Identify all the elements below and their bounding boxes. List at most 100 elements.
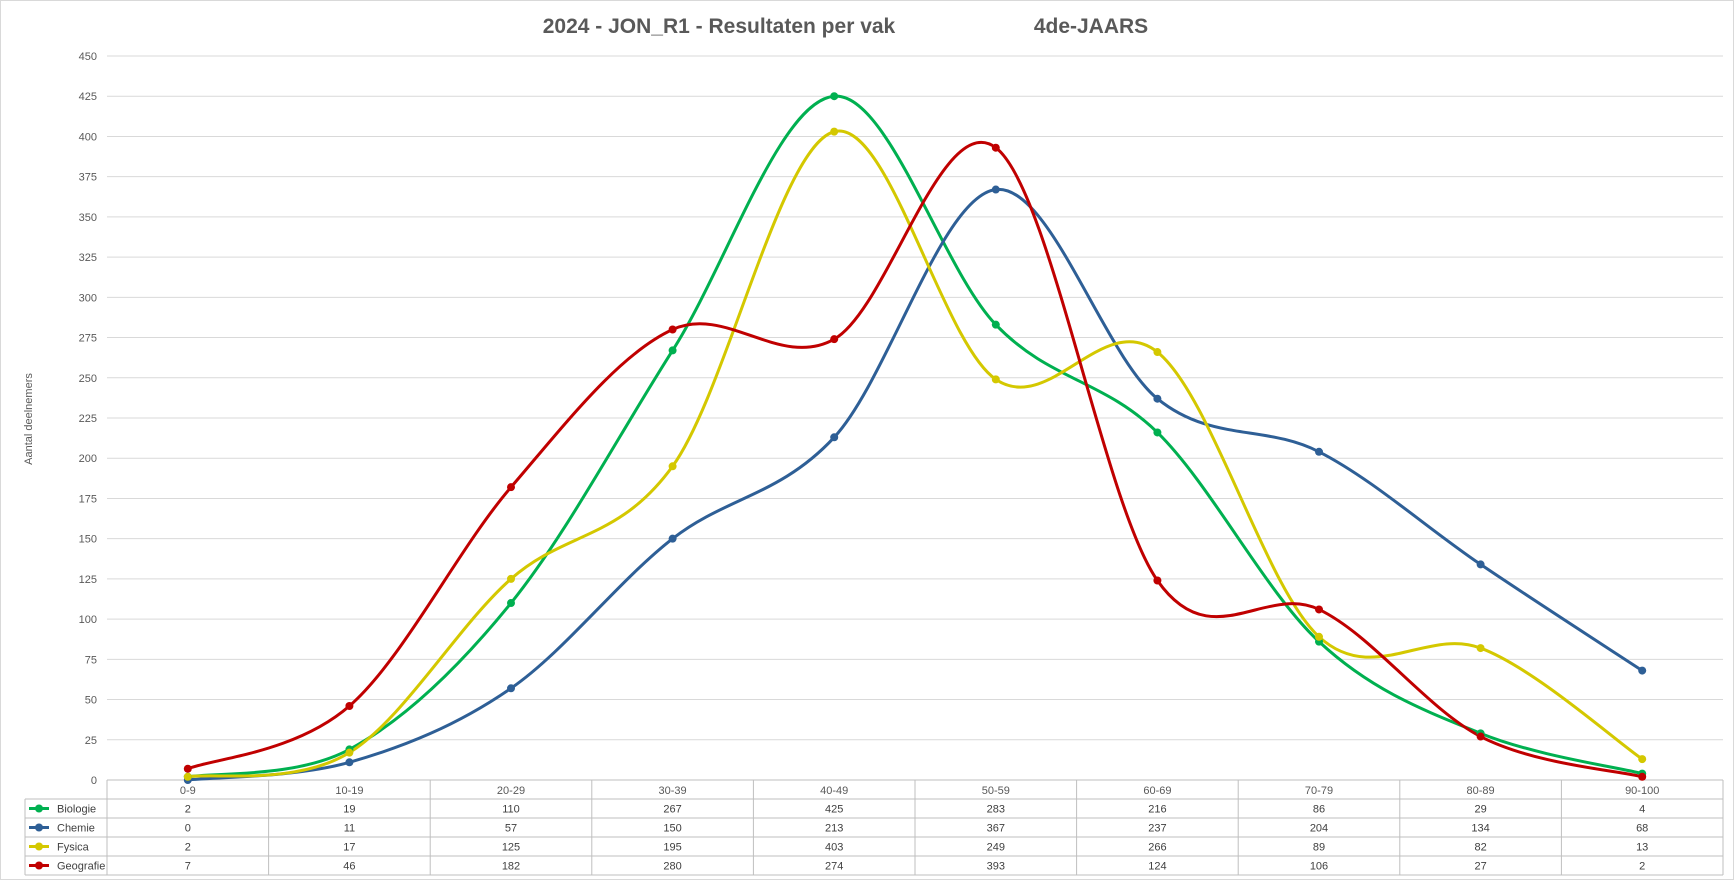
data-point-chemie — [830, 433, 839, 442]
y-tick-label: 0 — [91, 775, 97, 787]
y-axis-ticks: 0 25 50 75 100 125 150 175 200 225 250 275 300 325 350… — [79, 51, 97, 787]
y-tick-label: 275 — [79, 333, 97, 345]
data-point-biologie — [830, 92, 839, 101]
y-tick-label: 425 — [79, 91, 97, 103]
table-cell-value: 2 — [185, 842, 191, 854]
legend-label-chemie: Chemie — [57, 823, 95, 835]
table-cell-value: 13 — [1636, 842, 1648, 854]
x-tick-label: 30-39 — [659, 785, 687, 797]
table-cell-value: 195 — [663, 842, 681, 854]
y-tick-label: 100 — [79, 614, 97, 626]
y-tick-label: 300 — [79, 292, 97, 304]
x-tick-label: 80-89 — [1467, 785, 1495, 797]
y-tick-label: 200 — [79, 453, 97, 465]
data-point-biologie — [991, 320, 1000, 329]
data-point-fysica — [507, 574, 515, 583]
table-cell-value: 125 — [502, 842, 520, 854]
y-tick-label: 125 — [79, 574, 97, 586]
x-tick-label: 70-79 — [1305, 785, 1333, 797]
table-cell-value: 213 — [825, 823, 843, 835]
y-tick-label: 400 — [79, 131, 97, 143]
data-point-geografie — [991, 143, 1000, 152]
table-cell-value: 29 — [1474, 804, 1486, 816]
y-tick-label: 375 — [79, 172, 97, 184]
legend-label-fysica: Fysica — [57, 842, 90, 854]
table-cell-value: 57 — [505, 823, 517, 835]
y-tick-label: 25 — [85, 735, 97, 747]
table-cell-value: 7 — [185, 861, 191, 873]
data-point-chemie — [507, 684, 515, 693]
data-point-geografie — [507, 483, 515, 492]
y-tick-label: 175 — [79, 493, 97, 505]
data-point-fysica — [1638, 755, 1647, 764]
x-tick-label: 0-9 — [180, 785, 196, 797]
gridlines — [107, 55, 1723, 781]
legend-label-geografie: Geografie — [57, 861, 105, 873]
table-cell-value: 249 — [987, 842, 1005, 854]
data-point-geografie — [1638, 772, 1647, 781]
table-cell-value: 110 — [502, 804, 520, 816]
data-point-fysica — [668, 462, 677, 471]
data-point-fysica — [991, 375, 1000, 384]
legend-key-marker — [35, 823, 43, 832]
table-cell-value: 182 — [502, 861, 520, 873]
data-point-chemie — [1638, 666, 1647, 675]
y-tick-label: 50 — [85, 695, 97, 707]
data-point-chemie — [991, 185, 1000, 194]
table-cell-value: 280 — [663, 861, 681, 873]
data-point-fysica — [183, 772, 192, 781]
x-tick-label: 60-69 — [1143, 785, 1171, 797]
table-cell-value: 68 — [1636, 823, 1648, 835]
x-tick-label: 90-100 — [1625, 785, 1659, 797]
table-cell-value: 86 — [1313, 804, 1325, 816]
data-point-chemie — [1153, 394, 1162, 403]
y-tick-label: 350 — [79, 212, 97, 224]
legend-key-marker — [35, 861, 43, 870]
data-point-geografie — [1476, 732, 1485, 741]
data-point-geografie — [1315, 605, 1323, 614]
table-cell-value: 393 — [987, 861, 1005, 873]
chart-title: 2024 - JON_R1 - Resultaten per vak — [543, 15, 896, 38]
table-cell-value: 283 — [987, 804, 1005, 816]
data-point-biologie — [668, 346, 677, 355]
series-lines — [186, 94, 1644, 782]
data-point-chemie — [1476, 560, 1485, 569]
data-point-fysica — [1153, 348, 1162, 357]
y-tick-label: 450 — [79, 51, 97, 63]
table-cell-value: 89 — [1313, 842, 1325, 854]
table-cell-value: 150 — [663, 823, 681, 835]
data-point-biologie — [507, 599, 515, 608]
table-cell-value: 425 — [825, 804, 843, 816]
table-cell-value: 4 — [1639, 804, 1645, 816]
table-cell-value: 46 — [343, 861, 355, 873]
series-line-geografie — [186, 141, 1644, 779]
y-tick-label: 325 — [79, 252, 97, 264]
data-point-geografie — [830, 335, 839, 344]
x-tick-label: 50-59 — [982, 785, 1010, 797]
table-cell-value: 237 — [1148, 823, 1166, 835]
y-tick-label: 75 — [85, 654, 97, 666]
table-cell-value: 367 — [987, 823, 1005, 835]
table-cell-value: 17 — [343, 842, 355, 854]
x-tick-label: 40-49 — [820, 785, 848, 797]
table-cell-value: 134 — [1471, 823, 1489, 835]
x-tick-label: 20-29 — [497, 785, 525, 797]
table-cell-value: 2 — [1639, 861, 1645, 873]
y-tick-label: 225 — [79, 413, 97, 425]
table-cell-value: 403 — [825, 842, 843, 854]
table-cell-value: 124 — [1148, 861, 1166, 873]
table-cell-value: 27 — [1474, 861, 1486, 873]
series-line-biologie — [186, 94, 1644, 779]
data-point-biologie — [1153, 428, 1162, 437]
table-cell-value: 19 — [343, 804, 355, 816]
table-cell-value: 11 — [344, 823, 355, 835]
table-cell-value: 82 — [1474, 842, 1486, 854]
legend-key-marker — [35, 804, 43, 813]
table-cell-value: 216 — [1148, 804, 1166, 816]
data-point-chemie — [668, 534, 677, 543]
data-point-chemie — [1315, 447, 1323, 456]
data-point-fysica — [345, 748, 354, 757]
legend-key-marker — [35, 842, 43, 851]
